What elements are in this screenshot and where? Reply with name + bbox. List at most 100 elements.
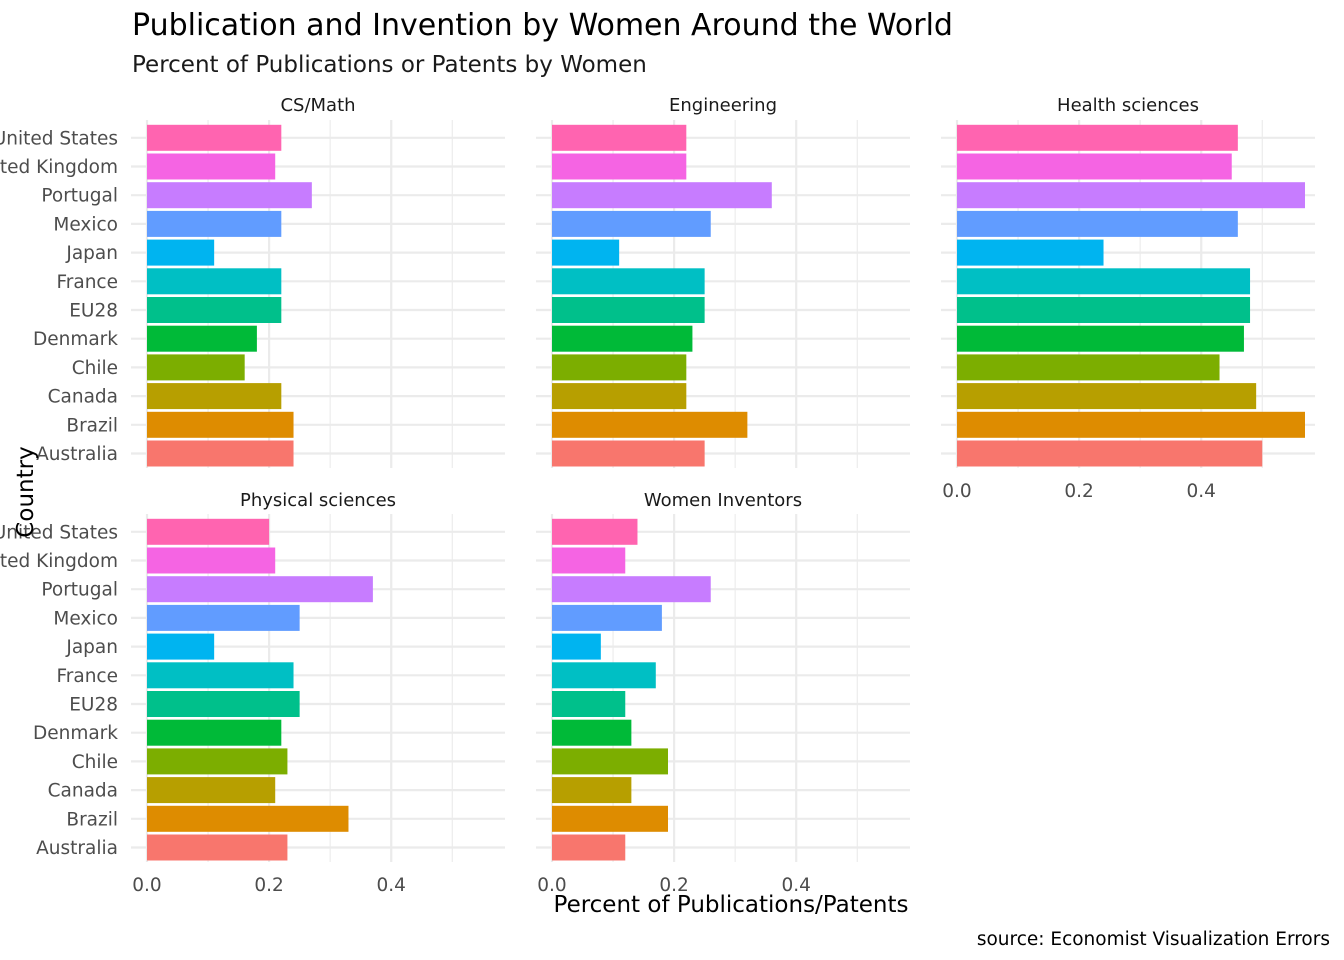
facet-health-sciences-bar-chile [957,354,1220,381]
facet-health-sciences-xtick-1: 0.2 [1064,481,1093,502]
facet-physical-sciences-ytick-mexico: Mexico [53,608,118,629]
facet-physical-sciences-bar-brazil [147,805,349,832]
facet-engineering-bar-portugal [552,182,772,209]
facet-women-inventors-bar-mexico [552,604,662,631]
facet-physical-sciences-bar-united-kingdom [147,547,276,574]
facet-physical-sciences-ytick-united-states: United States [0,522,118,543]
facet-engineering-bar-brazil [552,411,748,438]
facet-women-inventors-xtick-0: 0.0 [537,875,566,896]
facet-cs-math-ytick-denmark: Denmark [33,329,118,350]
facet-panels: CS/Math Australia Brazil Canada Chile Denmark… [0,95,1315,896]
facet-physical-sciences-bar-united-states [147,518,270,545]
facet-physical-sciences-bar-japan [147,633,215,660]
facet-engineering-bar-chile [552,354,687,381]
facet-cs-math-ytick-mexico: Mexico [53,214,118,235]
facet-cs-math-bar-mexico [147,210,282,237]
facet-women-inventors-bar-denmark [552,719,632,746]
facet-physical-sciences-ytick-australia: Australia [36,838,118,859]
facet-physical-sciences-bar-canada [147,777,276,804]
facet-health-sciences-xtick-0: 0.0 [942,481,971,502]
facet-health-sciences-bar-brazil [957,411,1305,438]
facet-physical-sciences-bar-eu28 [147,691,300,717]
facet-women-inventors-bar-canada [552,777,632,804]
chart-title: Publication and Invention by Women Aroun… [132,8,953,43]
facet-health-sciences-bar-france [957,268,1251,295]
chart-subtitle: Percent of Publications or Patents by Wo… [132,52,647,78]
facet-physical-sciences-bar-france [147,662,294,689]
facet-women-inventors-bar-france [552,662,656,689]
facet-health-sciences-bar-united-kingdom [957,153,1232,180]
facet-cs-math-ytick-portugal: Portugal [41,186,118,207]
chart-caption: source: Economist Visualization Errors [977,929,1330,950]
facet-physical-sciences-bar-australia [147,834,288,861]
facet-physical-sciences-xtick-2: 0.4 [376,875,405,896]
facet-engineering-bar-japan [552,239,620,266]
facet-cs-math-bar-japan [147,239,215,266]
facet-women-inventors-strip-label: Women Inventors [644,490,802,511]
facet-cs-math-ytick-united-states: United States [0,128,118,149]
facet-engineering-bar-united-kingdom [552,153,687,180]
facet-cs-math-bar-united-states [147,124,282,151]
facet-engineering-bar-canada [552,383,687,410]
facet-physical-sciences-ytick-brazil: Brazil [66,809,118,830]
facet-women-inventors-bar-united-kingdom [552,547,626,574]
facet-cs-math-bar-chile [147,354,245,381]
facet-cs-math-bar-canada [147,383,282,410]
facet-engineering-strip-label: Engineering [669,95,777,116]
facet-physical-sciences-ytick-denmark: Denmark [33,723,118,744]
facet-cs-math-bar-denmark [147,325,257,352]
facet-cs-math-bar-portugal [147,182,312,209]
facet-physical-sciences-bar-denmark [147,719,282,746]
facet-physical-sciences-ytick-portugal: Portugal [41,580,118,601]
facet-physical-sciences-bar-portugal [147,576,373,603]
facet-engineering-bar-mexico [552,210,711,237]
facet-health-sciences-bar-canada [957,383,1257,410]
facet-cs-math-bar-france [147,268,282,295]
facet-health-sciences-xtick-2: 0.4 [1186,481,1215,502]
facet-physical-sciences-bar-mexico [147,604,300,631]
facet-engineering-bar-denmark [552,325,693,352]
facet-women-inventors-bar-chile [552,748,668,775]
facet-health-sciences-bar-united-states [957,124,1238,151]
facet-cs-math-bar-brazil [147,411,294,438]
facet-physical-sciences-xtick-1: 0.2 [254,875,283,896]
facet-physical-sciences-ytick-united-kingdom: ted Kingdom [0,551,118,572]
facet-cs-math-ytick-australia: Australia [36,444,118,465]
x-axis-title: Percent of Publications/Patents [554,892,909,918]
facet-health-sciences-bar-denmark [957,325,1244,352]
facet-women-inventors-bar-australia [552,834,626,861]
facet-cs-math-bar-australia [147,440,294,467]
facet-cs-math-ytick-eu28: EU28 [69,301,118,322]
facet-health-sciences-bar-mexico [957,210,1238,237]
facet-health-sciences-bar-australia [957,440,1263,467]
facet-women-inventors-bar-united-states [552,518,638,545]
facet-engineering-bar-eu28 [552,297,705,323]
facet-engineering-bar-france [552,268,705,295]
facet-cs-math-strip-label: CS/Math [280,95,355,116]
facet-health-sciences-bar-portugal [957,182,1305,209]
facet-physical-sciences-ytick-eu28: EU28 [69,695,118,716]
facet-physical-sciences-ytick-canada: Canada [48,781,118,802]
facet-health-sciences-bar-eu28 [957,297,1251,323]
facet-women-inventors-xtick-2: 0.4 [781,875,810,896]
facet-physical-sciences-bar-chile [147,748,288,775]
facet-health-sciences-strip-label: Health sciences [1057,95,1199,116]
facet-physical-sciences-ytick-france: France [56,666,118,687]
facet-women-inventors-xtick-1: 0.2 [659,875,688,896]
facet-cs-math-ytick-united-kingdom: ted Kingdom [0,157,118,178]
y-axis-title: Country [13,446,39,537]
facet-women-inventors-bar-japan [552,633,601,660]
facet-physical-sciences-xtick-0: 0.0 [132,875,161,896]
facet-health-sciences-bar-japan [957,239,1104,266]
facet-physical-sciences-strip-label: Physical sciences [240,490,396,511]
facet-cs-math-bar-united-kingdom [147,153,276,180]
facet-engineering-bar-united-states [552,124,687,151]
facet-cs-math-bar-eu28 [147,297,282,323]
facet-cs-math-ytick-canada: Canada [48,387,118,408]
facet-cs-math-ytick-france: France [56,272,118,293]
facet-cs-math-ytick-japan: Japan [65,243,118,264]
facet-cs-math-ytick-brazil: Brazil [66,415,118,436]
facet-physical-sciences-ytick-japan: Japan [65,637,118,658]
facet-engineering-bar-australia [552,440,705,467]
